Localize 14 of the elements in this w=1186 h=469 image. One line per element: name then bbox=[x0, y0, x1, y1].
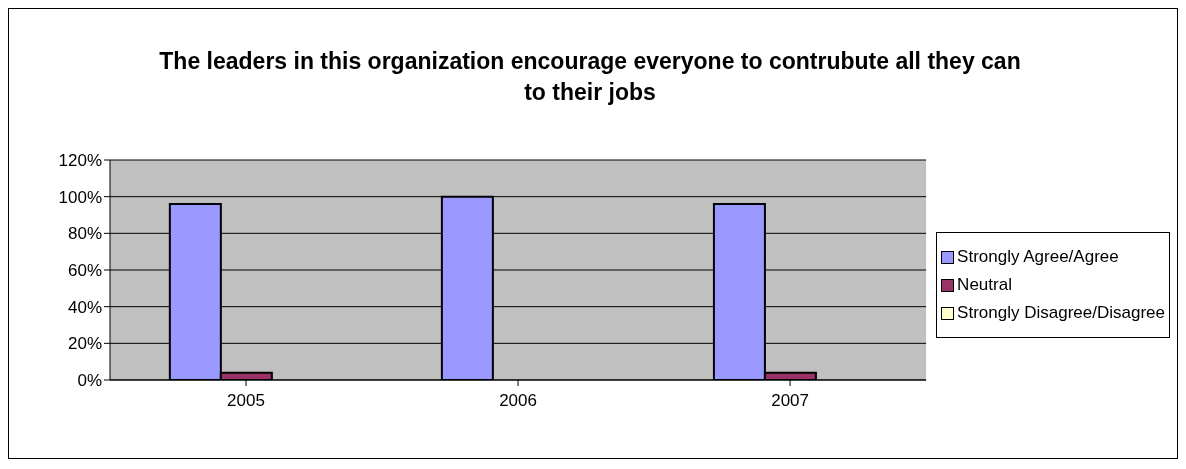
chart-title: The leaders in this organization encourage everyone to contrubute all they can to their jobs bbox=[158, 47, 1022, 107]
y-tick-label: 120% bbox=[58, 151, 102, 171]
y-tick-label: 20% bbox=[67, 334, 102, 354]
legend-label: Strongly Disagree/Disagree bbox=[957, 303, 1165, 323]
legend-label: Strongly Agree/Agree bbox=[957, 247, 1119, 267]
y-tick-label: 80% bbox=[67, 224, 102, 244]
y-tick-label: 40% bbox=[67, 297, 102, 317]
y-tick-label: 100% bbox=[58, 187, 102, 207]
x-tick-label: 2005 bbox=[227, 391, 265, 411]
x-tick-label: 2007 bbox=[771, 391, 810, 411]
x-tick-label: 2006 bbox=[499, 391, 537, 411]
y-tick-label: 60% bbox=[67, 261, 102, 281]
legend-label: Neutral bbox=[957, 275, 1012, 295]
y-tick-label: 0% bbox=[77, 371, 102, 391]
